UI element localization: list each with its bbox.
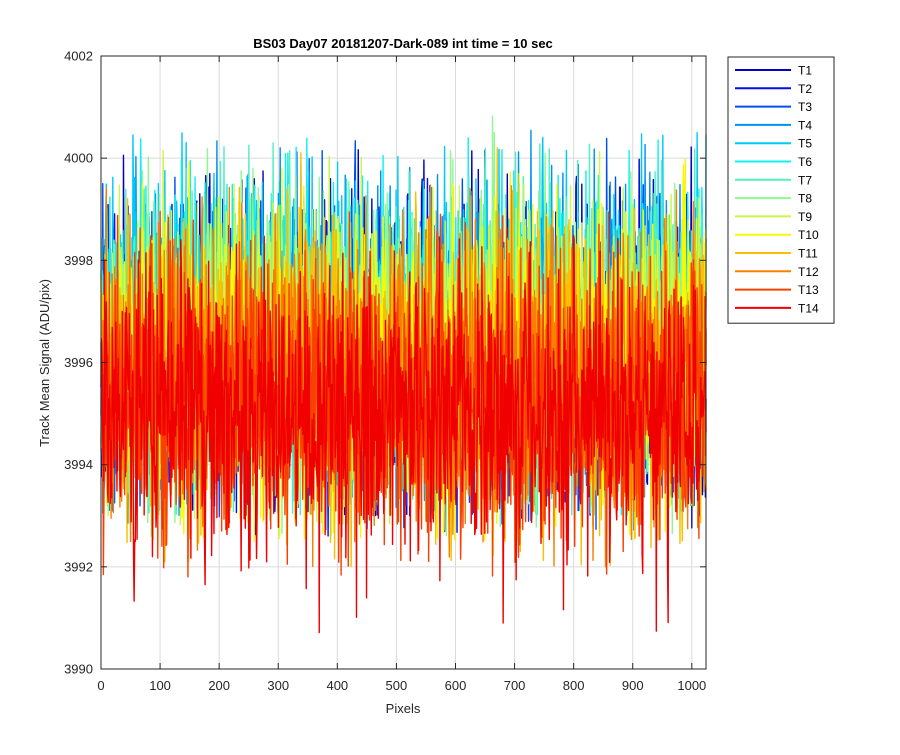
legend-label-t12: T12 xyxy=(798,265,819,279)
x-axis-ticks: 0 100 200 300 400 500 600 700 800 900 1000 xyxy=(97,56,706,693)
x-tick-label: 500 xyxy=(386,678,408,693)
x-tick-label: 0 xyxy=(97,678,104,693)
y-axis-label: Track Mean Signal (ADU/pix) xyxy=(37,279,52,447)
y-axis-ticks: 3990 3992 3994 3996 3998 4000 4002 xyxy=(64,49,706,677)
series-lines xyxy=(100,115,707,634)
x-tick-label: 600 xyxy=(445,678,467,693)
y-tick-label: 3996 xyxy=(64,355,93,370)
x-tick-label: 100 xyxy=(149,678,171,693)
legend-label-t4: T4 xyxy=(798,118,812,132)
x-tick-label: 900 xyxy=(622,678,644,693)
legend-label-t14: T14 xyxy=(798,301,819,315)
x-tick-label: 800 xyxy=(563,678,585,693)
legend-label-t9: T9 xyxy=(798,210,812,224)
x-axis-label: Pixels xyxy=(386,701,421,716)
legend-label-t5: T5 xyxy=(798,137,812,151)
y-tick-label: 3992 xyxy=(64,559,93,574)
x-tick-label: 700 xyxy=(504,678,526,693)
legend-label-t10: T10 xyxy=(798,228,819,242)
x-tick-label: 1000 xyxy=(677,678,706,693)
x-tick-label: 300 xyxy=(267,678,289,693)
legend-label-t13: T13 xyxy=(798,283,819,297)
series-line-t14 xyxy=(100,234,707,634)
y-tick-label: 4000 xyxy=(64,151,93,166)
legend-label-t3: T3 xyxy=(798,100,812,114)
chart-title: BS03 Day07 20181207-Dark-089 int time = … xyxy=(253,36,553,51)
legend: T1 T2 T3 T4 T5 T6 T7 T8 T9 T10 T11 T12 T13 T14 xyxy=(727,56,835,324)
legend-label-t8: T8 xyxy=(798,192,812,206)
legend-box xyxy=(727,56,835,324)
legend-label-t2: T2 xyxy=(798,82,812,96)
legend-label-t1: T1 xyxy=(798,64,812,78)
x-tick-label: 200 xyxy=(208,678,230,693)
y-tick-label: 3994 xyxy=(64,457,93,472)
x-tick-label: 400 xyxy=(326,678,348,693)
y-tick-label: 3990 xyxy=(64,662,93,677)
legend-label-t7: T7 xyxy=(798,173,812,187)
legend-label-t6: T6 xyxy=(798,155,812,169)
y-tick-label: 3998 xyxy=(64,253,93,268)
legend-label-t11: T11 xyxy=(798,247,818,261)
y-tick-label: 4002 xyxy=(64,49,93,64)
